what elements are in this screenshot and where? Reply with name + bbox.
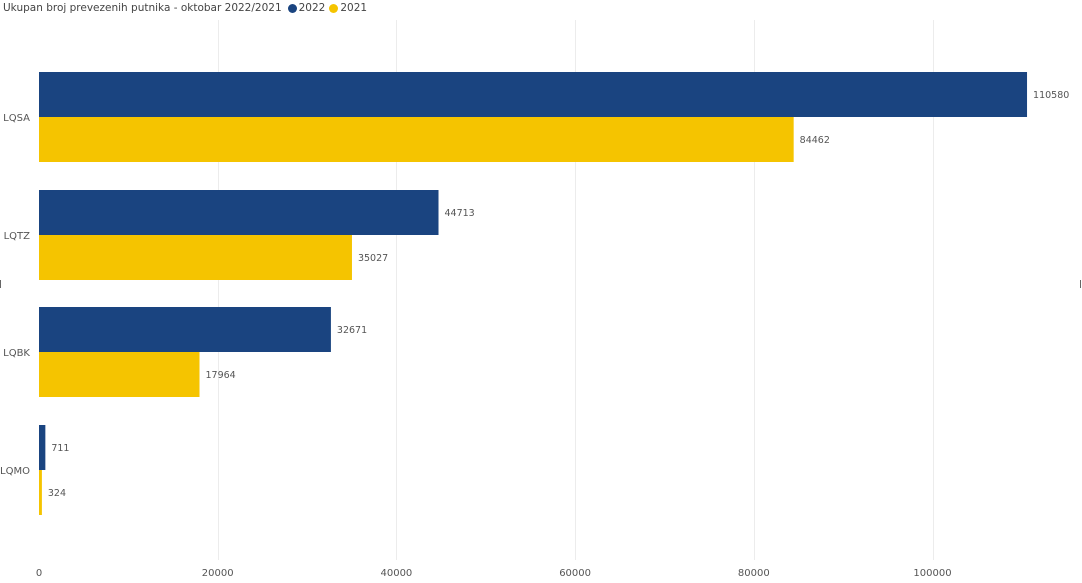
x-tick-label: 80000 xyxy=(738,568,770,579)
x-tick-label: 100000 xyxy=(913,568,951,579)
x-tick-label: 20000 xyxy=(202,568,234,579)
legend: Ukupan broj prevezenih putnika - oktobar… xyxy=(3,1,371,15)
data-label: 32671 xyxy=(337,325,367,336)
legend-item-2022[interactable]: 2022 xyxy=(287,2,326,14)
bar[interactable] xyxy=(39,72,1028,117)
legend-marker-2022 xyxy=(287,3,297,13)
data-label: 35027 xyxy=(358,253,388,264)
legend-label-2022: 2022 xyxy=(298,2,326,14)
data-label: 711 xyxy=(51,443,69,454)
bar[interactable] xyxy=(39,425,46,470)
left-resize-handle[interactable] xyxy=(0,280,1,288)
bar[interactable] xyxy=(39,352,200,397)
bar[interactable] xyxy=(39,307,331,352)
x-tick-label: 40000 xyxy=(380,568,412,579)
bar[interactable] xyxy=(39,470,42,515)
x-tick-label: 0 xyxy=(36,568,42,579)
data-label: 44713 xyxy=(445,208,475,219)
y-category-label: LQSA xyxy=(3,113,30,124)
data-label: 324 xyxy=(48,488,66,499)
data-label: 17964 xyxy=(206,370,236,381)
x-tick-label: 60000 xyxy=(559,568,591,579)
chart-title: Ukupan broj prevezenih putnika - oktobar… xyxy=(3,2,282,14)
legend-marker-2021 xyxy=(329,3,339,13)
legend-item-2021[interactable]: 2021 xyxy=(329,2,367,14)
legend-label-2021: 2021 xyxy=(340,2,368,14)
data-label: 84462 xyxy=(800,135,830,146)
y-category-label: LQMO xyxy=(0,466,30,477)
right-resize-handle[interactable] xyxy=(1080,280,1081,288)
bar[interactable] xyxy=(39,117,794,162)
bar[interactable] xyxy=(39,235,352,280)
data-label: 110580 xyxy=(1033,90,1069,101)
bar[interactable] xyxy=(39,190,439,235)
y-category-label: LQTZ xyxy=(4,231,31,242)
y-category-label: LQBK xyxy=(3,348,30,359)
